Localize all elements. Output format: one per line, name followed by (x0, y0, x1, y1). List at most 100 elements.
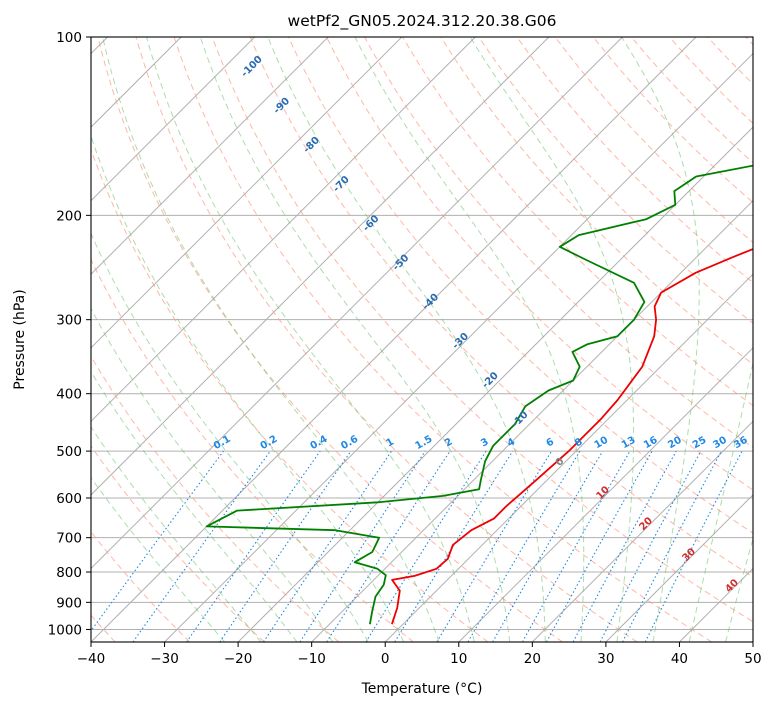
mixing-ratio-line (572, 450, 677, 642)
dry-adiabat-label: -90 (272, 96, 293, 117)
dry-adiabat-label: -100 (239, 54, 265, 80)
x-tick-label: 0 (381, 651, 390, 667)
x-axis-label: Temperature (°C) (361, 681, 483, 697)
mixing-ratio-label: 13 (620, 435, 638, 452)
moist-adiabat-line (725, 536, 753, 642)
isotherm-line (384, 273, 753, 642)
y-tick-label: 700 (56, 531, 82, 547)
isotherm-line (311, 199, 753, 642)
moist-adiabat-line (91, 232, 369, 642)
moist-adiabat-line (91, 476, 225, 642)
dry-adiabat-line (364, 37, 753, 449)
x-axis-ticks: −40 −30 −20 −10 0 10 20 30 40 50 (77, 642, 762, 667)
y-tick-label: 500 (56, 444, 82, 460)
x-tick-label: −30 (150, 651, 179, 667)
mixing-ratio-line (436, 450, 552, 642)
y-tick-label: 400 (56, 387, 82, 403)
mixing-ratio-label: 6 (544, 436, 556, 449)
mixing-ratio-line (522, 450, 631, 642)
mixing-ratio-label: 8 (573, 436, 585, 449)
mixing-ratio-line (132, 450, 271, 642)
x-tick-label: 40 (671, 651, 688, 667)
moist-adiabat-label: 10 (594, 484, 612, 502)
moist-adiabat-line (199, 37, 511, 642)
mixing-ratio-line (492, 450, 604, 642)
isotherm-line (91, 37, 403, 349)
mixing-ratio-label: 3 (479, 436, 491, 449)
moist-adiabat-line (91, 426, 262, 642)
y-tick-label: 100 (56, 30, 82, 46)
y-axis-ticks: 100 200 300 400 500 600 700 800 900 1000 (48, 30, 91, 638)
temperature-profile-line (391, 248, 753, 625)
x-tick-label: 10 (450, 651, 467, 667)
isotherm-line (91, 37, 476, 423)
x-tick-label: 20 (524, 651, 541, 667)
isotherm-line (164, 52, 753, 642)
moist-adiabat-line (146, 37, 475, 642)
dry-adiabat-line (91, 445, 265, 642)
isotherm-line (605, 494, 753, 642)
moist-adiabat-line (91, 370, 298, 642)
isotherm-line (458, 347, 753, 642)
mixing-ratio-label: 4 (506, 436, 518, 449)
mixing-ratio-line (91, 450, 224, 632)
mixing-ratio-line (546, 450, 653, 642)
dry-adiabat-label: -20 (480, 370, 501, 391)
mixing-ratio-label: 25 (691, 435, 709, 452)
dry-adiabat-label: -70 (331, 174, 352, 195)
mixing-ratio-label: 2 (443, 436, 455, 449)
background-grid (91, 37, 753, 642)
chart-title: wetPf2_GN05.2024.312.20.38.G06 (288, 12, 557, 31)
moist-adiabat-line (91, 307, 334, 642)
moist-adiabat-label: 0 (554, 456, 567, 469)
isotherm-line (91, 37, 550, 496)
dry-adiabat-line (592, 37, 753, 204)
mixing-ratio-label: 36 (732, 435, 750, 452)
x-tick-label: −10 (297, 651, 326, 667)
isotherm-line (91, 37, 256, 202)
moist-adiabat-line (102, 37, 440, 642)
isotherm-line (237, 126, 753, 642)
dry-adiabat-line (173, 37, 713, 642)
y-tick-label: 200 (56, 208, 82, 224)
dry-adiabat-line (211, 37, 753, 623)
dry-adiabat-line (326, 37, 753, 491)
dry-adiabat-line (91, 531, 191, 642)
dry-adiabat-line (287, 37, 753, 534)
mixing-ratio-line (599, 450, 702, 642)
mixing-ratio-line (186, 450, 321, 642)
moist-adiabat-line (91, 134, 405, 642)
dry-adiabat-label: -30 (450, 331, 471, 352)
y-axis-label: Pressure (hPa) (12, 289, 28, 389)
mixing-ratio-line (299, 450, 426, 642)
dry-adiabat-line (707, 37, 753, 85)
dry-adiabat-line (91, 355, 340, 642)
mixing-ratio-line (365, 450, 487, 642)
moist-adiabat-line (267, 37, 546, 642)
mixing-ratio-line (467, 450, 581, 642)
x-tick-label: 30 (597, 651, 614, 667)
mixing-ratio-line (644, 450, 743, 642)
moist-adiabat-label: 30 (680, 546, 698, 564)
y-tick-label: 800 (56, 565, 82, 581)
dry-adiabat-line (478, 37, 753, 324)
isotherm-line (752, 641, 753, 642)
dry-adiabat-label: -50 (391, 253, 412, 274)
mixing-ratio-label: 0.1 (212, 434, 233, 452)
mixing-ratio-line (326, 450, 451, 642)
mixing-ratio-label: 20 (666, 435, 684, 452)
dry-adiabat-line (402, 37, 753, 407)
plot-frame (90, 36, 754, 643)
dry-adiabat-line (91, 148, 489, 642)
isotherm-line (91, 37, 697, 642)
y-tick-label: 600 (56, 491, 82, 507)
reference-lines (91, 37, 753, 642)
dry-adiabat-line (630, 37, 753, 164)
mixing-ratio-line (394, 450, 514, 642)
dry-adiabat-line (91, 258, 414, 642)
moist-adiabat-line (469, 37, 635, 642)
y-tick-label: 300 (56, 313, 82, 329)
dry-adiabat-line (249, 37, 753, 578)
mixing-ratio-label: 1 (385, 436, 397, 449)
